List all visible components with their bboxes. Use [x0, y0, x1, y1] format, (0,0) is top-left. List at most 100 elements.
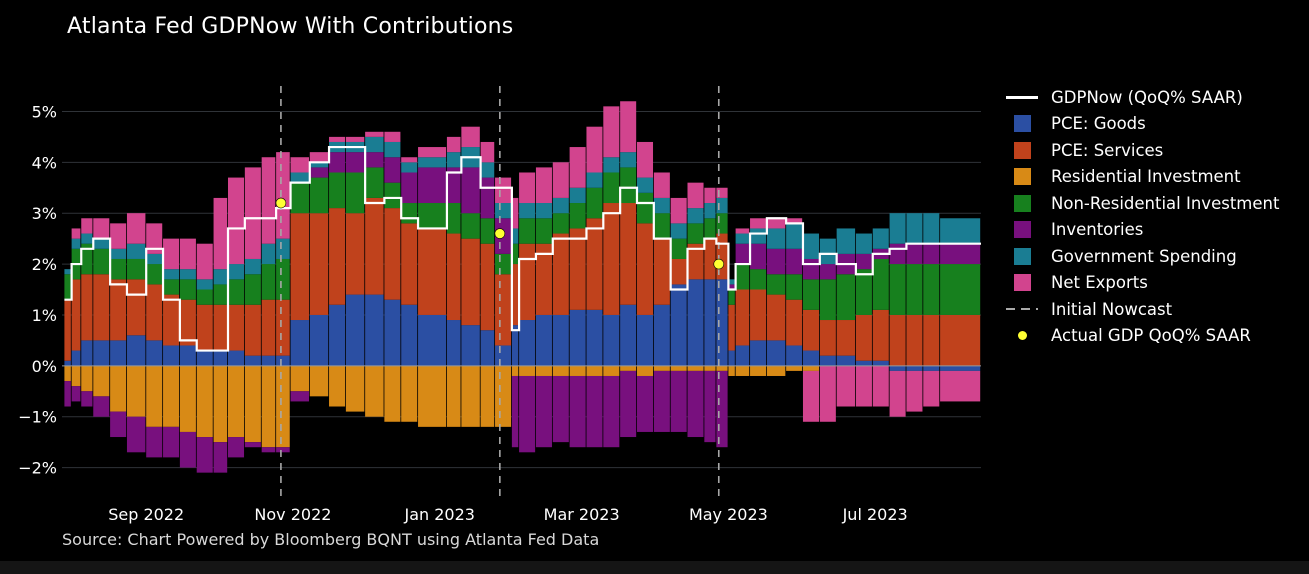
bar-segment [365, 152, 384, 168]
bar-segment [461, 167, 480, 214]
legend-item[interactable]: PCE: Services [1006, 137, 1279, 164]
bar-segment [819, 279, 836, 321]
legend-item[interactable]: Actual GDP QoQ% SAAR [1006, 323, 1279, 350]
bar-segment [552, 162, 569, 198]
bar-segment [569, 147, 586, 188]
legend-label: Net Exports [1051, 273, 1148, 293]
actual-gdp-markers [275, 197, 725, 270]
bar-segment [906, 264, 923, 315]
bar-segment [716, 187, 728, 198]
bar-segment [93, 248, 110, 275]
bar-segment [636, 375, 654, 432]
bar-segment [461, 238, 480, 326]
bar-segment [906, 314, 923, 366]
bar-segment [735, 243, 750, 265]
bar-segment [480, 218, 495, 244]
bar-segment [569, 309, 586, 366]
bar-segment [401, 157, 418, 163]
y-tick-label: 2% [32, 255, 57, 274]
bar-segment [636, 223, 654, 315]
bar-segment [418, 228, 447, 315]
bar-segment [716, 279, 728, 366]
bar-segment [179, 269, 196, 280]
bar-segment [418, 203, 447, 229]
bar-segment [704, 365, 716, 371]
bar-segment [653, 370, 670, 432]
bar-segment [446, 320, 461, 366]
legend-item[interactable]: PCE: Goods [1006, 111, 1279, 138]
bar-segment [495, 253, 512, 275]
bar-segment [384, 131, 401, 142]
bar-segment [940, 314, 981, 366]
legend-item[interactable]: Non-Residential Investment [1006, 190, 1279, 217]
bar-segment [511, 264, 519, 326]
legend-item[interactable]: Government Spending [1006, 243, 1279, 270]
bar-segment [586, 172, 603, 188]
bar-segment [110, 248, 127, 259]
bar-segment [309, 365, 329, 397]
legend-item[interactable]: GDPNow (QoQ% SAAR) [1006, 84, 1279, 111]
legend-item[interactable]: Inventories [1006, 217, 1279, 244]
bar-segment [401, 304, 418, 366]
bar-segment [446, 365, 461, 427]
legend-item[interactable]: Initial Nowcast [1006, 296, 1279, 323]
bar-segment [750, 269, 767, 290]
bar-segment [940, 243, 981, 265]
bar-segment [163, 269, 180, 280]
bar-segment [906, 370, 923, 412]
bar-segment [716, 370, 728, 448]
bar-segment [401, 203, 418, 224]
bar-segment [766, 340, 786, 366]
bar-segment [872, 309, 889, 361]
legend-item[interactable]: Net Exports [1006, 270, 1279, 297]
bar-segment [446, 136, 461, 153]
bar-segment [64, 269, 71, 275]
bar-segment [569, 228, 586, 310]
bar-segment [750, 289, 767, 341]
legend-label: Actual GDP QoQ% SAAR [1051, 326, 1251, 346]
legend-color-box [1013, 247, 1031, 265]
bar-segment [71, 279, 81, 351]
bar-segment [81, 365, 93, 392]
bar-segment [511, 197, 519, 229]
bar-segment [126, 258, 146, 280]
bar-segment [670, 370, 687, 432]
bar-segment [446, 152, 461, 168]
bar-segment [329, 365, 346, 407]
bar-segment [855, 253, 872, 270]
bar-segment [126, 416, 146, 453]
bar-segment [244, 355, 261, 366]
bar-segment [620, 203, 637, 305]
bar-segment [461, 126, 480, 148]
bar-segment [146, 223, 163, 254]
bar-segment [687, 243, 704, 280]
bar-segment [329, 208, 346, 305]
legend-color-box [1013, 115, 1031, 133]
bar-segment [446, 167, 461, 204]
bar-segment [461, 325, 480, 366]
bar-segment [535, 218, 552, 244]
bar-segment [81, 218, 93, 234]
bar-segment [603, 172, 620, 204]
legend-label: Government Spending [1051, 246, 1237, 266]
bar-segment [290, 365, 309, 392]
bar-segment [687, 182, 704, 209]
bar-segment [511, 375, 519, 448]
bar-segment [290, 320, 309, 366]
bar-segment [261, 243, 276, 265]
bar-segment [480, 162, 495, 178]
bar-segment [93, 365, 110, 397]
bar-segment [728, 284, 735, 290]
bar-segment [146, 284, 163, 341]
bar-segment [569, 375, 586, 448]
bar-segment [786, 223, 803, 249]
bar-segment [687, 279, 704, 366]
bar-segment [923, 314, 940, 366]
legend-swatch [1006, 194, 1038, 212]
bar-segment [480, 141, 495, 163]
bar-segment [786, 345, 803, 366]
bar-segment [653, 304, 670, 366]
legend-item[interactable]: Residential Investment [1006, 164, 1279, 191]
bar-segment [418, 147, 447, 158]
bar-segment [704, 203, 716, 219]
